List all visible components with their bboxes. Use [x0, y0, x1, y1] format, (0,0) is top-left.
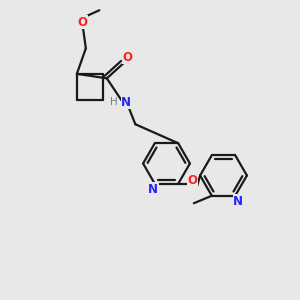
Text: H: H: [110, 97, 117, 107]
Text: O: O: [188, 174, 198, 187]
Text: N: N: [233, 195, 243, 208]
Text: N: N: [121, 96, 131, 109]
Text: N: N: [148, 183, 158, 196]
Text: O: O: [123, 51, 133, 64]
Text: O: O: [78, 16, 88, 29]
